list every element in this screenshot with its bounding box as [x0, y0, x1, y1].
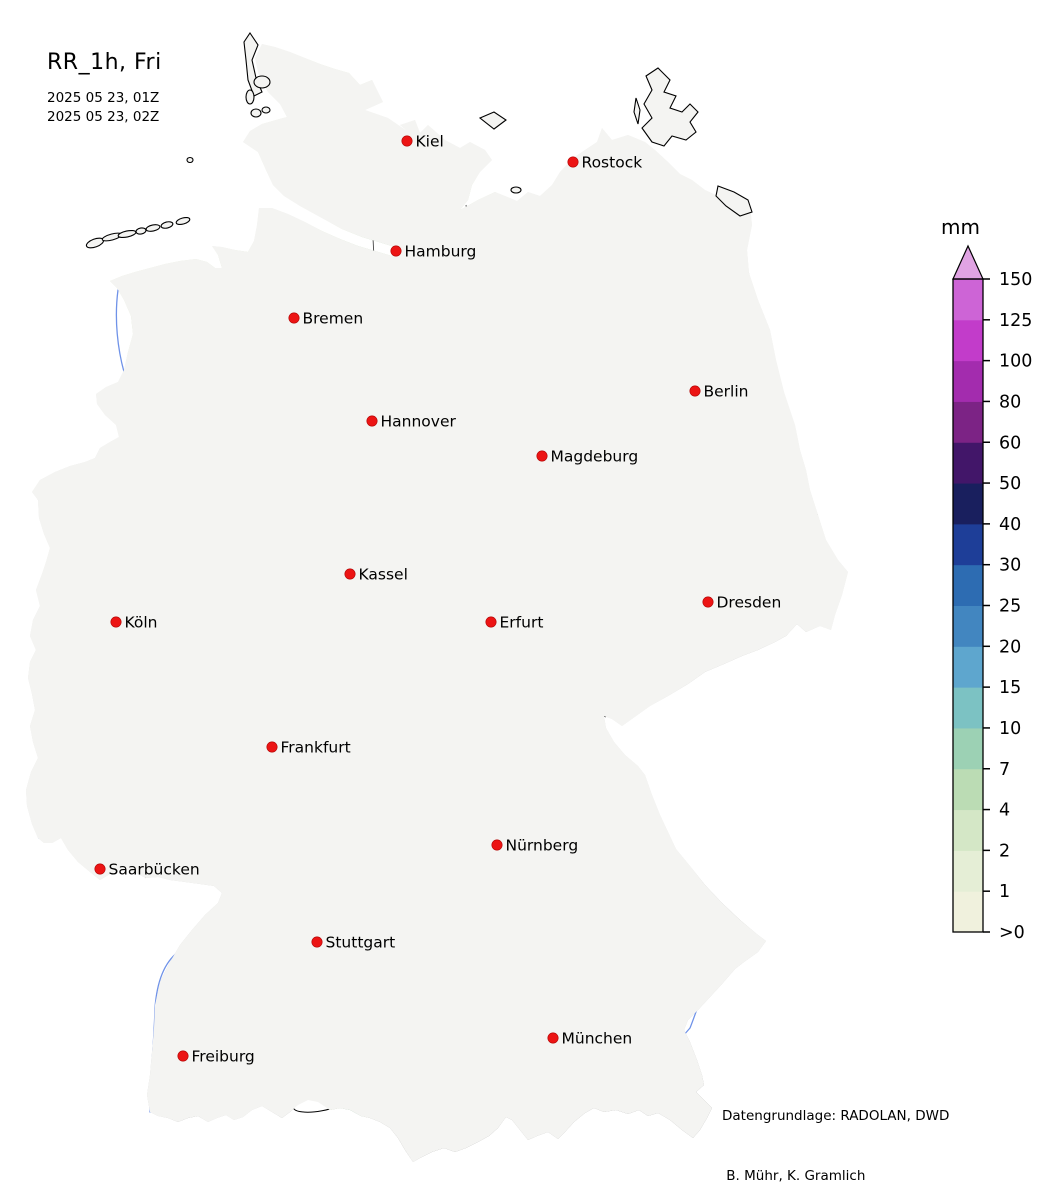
city-dot-Erfurt: [486, 617, 496, 627]
colorbar-tick-80: 80: [999, 392, 1021, 412]
city-label-München: München: [562, 1030, 633, 1048]
city-label-Hamburg: Hamburg: [405, 243, 477, 261]
attribution-authors: B. Mühr, K. Gramlich: [722, 1166, 949, 1185]
city-label-Nürnberg: Nürnberg: [506, 837, 579, 855]
city-dot-Frankfurt: [267, 742, 277, 752]
colorbar-tick-7: 7: [999, 760, 1010, 780]
island-ruegen: [642, 68, 698, 146]
city-dot-Hamburg: [391, 246, 401, 256]
city-label-Saarbücken: Saarbücken: [109, 861, 200, 879]
city-label-Kassel: Kassel: [359, 566, 408, 584]
colorbar-tick-60: 60: [999, 433, 1021, 453]
city-label-Bremen: Bremen: [303, 310, 364, 328]
city-dot-Bremen: [289, 313, 299, 323]
colorbar-tick-1: 1: [999, 882, 1010, 902]
colorbar-tick-100: 100: [999, 352, 1032, 372]
city-label-Rostock: Rostock: [582, 154, 643, 172]
city-dot-Kiel: [402, 136, 412, 146]
germany-precipitation-map: Kiel Rostock Hamburg Bremen Berlin Hannover Ma…: [0, 0, 1053, 1185]
colorbar-tick-20: 20: [999, 637, 1021, 657]
colorbar-tick-15: 15: [999, 678, 1021, 698]
island-amrum: [246, 90, 254, 104]
colorbar-tick-125: 125: [999, 311, 1032, 331]
colorbar-unit: mm: [941, 215, 980, 239]
colorbar-tick-2: 2: [999, 841, 1010, 861]
city-dot-Hannover: [367, 416, 377, 426]
weather-map-page: Kiel Rostock Hamburg Bremen Berlin Hannover Ma…: [0, 0, 1053, 1185]
city-label-Berlin: Berlin: [704, 383, 749, 401]
colorbar-overflow-arrow: [953, 246, 983, 279]
colorbar-tick-10: 10: [999, 719, 1021, 739]
colorbar-tick-4: 4: [999, 801, 1010, 821]
attribution-source: Datengrundlage: RADOLAN, DWD: [722, 1106, 949, 1126]
colorbar-tick-150: 150: [999, 270, 1032, 290]
city-dot-Stuttgart: [312, 937, 322, 947]
island-hiddensee: [634, 98, 640, 124]
city-dot-Magdeburg: [537, 451, 547, 461]
city-dot-Freiburg: [178, 1051, 188, 1061]
city-dot-Köln: [111, 617, 121, 627]
city-label-Erfurt: Erfurt: [500, 614, 544, 632]
island-fehmarn: [480, 112, 506, 129]
colorbar-tick-30: 30: [999, 556, 1021, 576]
map-title: RR_1h, Fri: [47, 50, 162, 75]
valid-time-end: 2025 05 23, 02Z: [47, 108, 162, 127]
city-label-Freiburg: Freiburg: [192, 1048, 255, 1066]
island-pellworm: [251, 109, 261, 117]
attribution: Datengrundlage: RADOLAN, DWD B. Mühr, K.…: [722, 1066, 949, 1185]
city-dot-Dresden: [703, 597, 713, 607]
city-dot-Rostock: [568, 157, 578, 167]
map-header: RR_1h, Fri 2025 05 23, 01Z 2025 05 23, 0…: [47, 50, 162, 127]
city-label-Dresden: Dresden: [717, 594, 782, 612]
colorbar: >0 1 2 4 7 10 15 20 25 30 40 50 60 80 100 125 150 mm: [941, 215, 1032, 943]
valid-time-start: 2025 05 23, 01Z: [47, 89, 162, 108]
city-label-Kiel: Kiel: [416, 133, 444, 151]
island-borkum: [85, 236, 105, 250]
city-dot-Saarbücken: [95, 864, 105, 874]
colorbar-tick-50: 50: [999, 474, 1021, 494]
city-label-Magdeburg: Magdeburg: [551, 448, 639, 466]
colorbar-tick-40: 40: [999, 515, 1021, 535]
city-dot-Kassel: [345, 569, 355, 579]
city-dot-Nürnberg: [492, 840, 502, 850]
city-dot-München: [548, 1033, 558, 1043]
colorbar-tick->0: >0: [999, 923, 1025, 943]
city-label-Stuttgart: Stuttgart: [326, 934, 396, 952]
colorbar-tick-25: 25: [999, 597, 1021, 617]
city-label-Frankfurt: Frankfurt: [281, 739, 351, 757]
island-helgoland: [187, 158, 193, 163]
city-label-Köln: Köln: [125, 614, 158, 632]
island-foehr: [254, 76, 270, 88]
city-dot-Berlin: [690, 386, 700, 396]
city-label-Hannover: Hannover: [381, 413, 457, 431]
island-poel: [511, 187, 521, 193]
